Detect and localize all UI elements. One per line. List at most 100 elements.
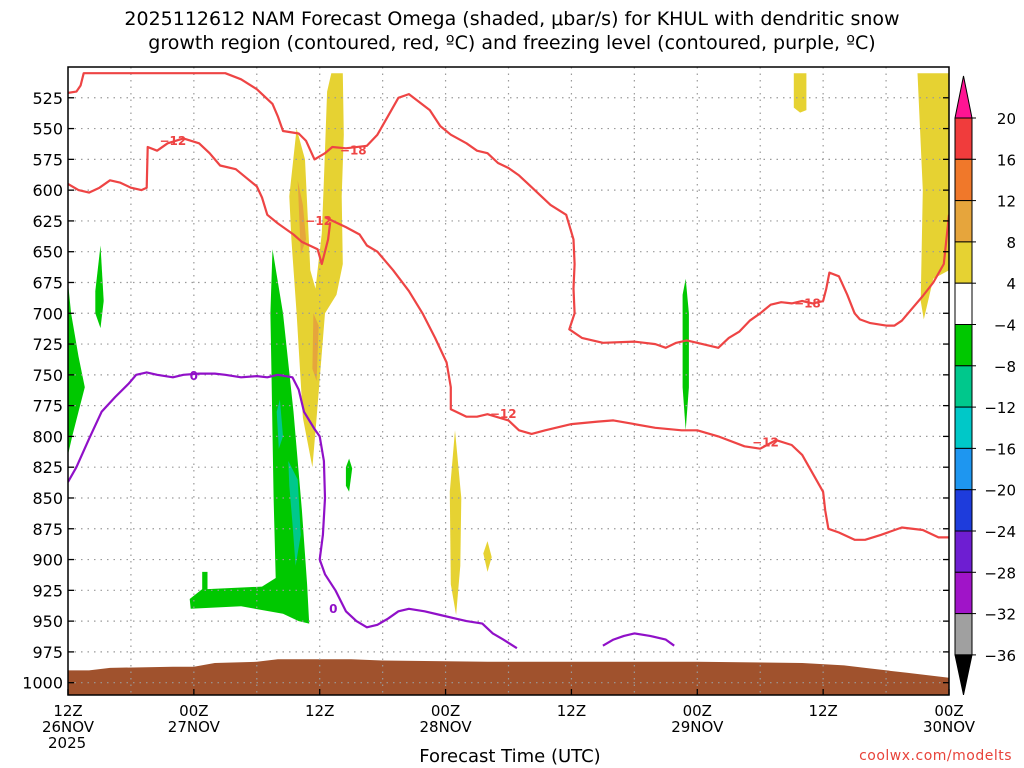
colorbar-bin-1 (954, 117, 973, 160)
contour-label-isotherm-minus-18-1: −18 (794, 296, 821, 310)
y-tick-label-750: 750 (32, 366, 63, 385)
colorbar-label-8: −16 (984, 440, 1016, 458)
contour-label-isotherm-minus-12-right-2: −12 (752, 436, 779, 450)
isotherm-minus-12-upper (68, 137, 332, 266)
y-tick-label-900: 900 (32, 551, 63, 570)
y-tick-label-625: 625 (32, 212, 63, 231)
x-tick-label-72-0: 12Z (808, 702, 837, 720)
y-tick-label-925: 925 (32, 581, 63, 600)
colorbar-bin-2 (954, 158, 973, 202)
x-tick-label-12-0: 00Z (179, 702, 208, 720)
x-tick-label-36-0: 00Z (431, 702, 460, 720)
colorbar-label-5: −4 (994, 317, 1016, 335)
grid-lines (68, 67, 949, 695)
colorbar-label-4: 4 (1006, 275, 1016, 293)
contour-label-freezing-level-0: 0 (190, 369, 198, 383)
colorbar-bin-bottom (954, 654, 973, 696)
y-tick-label-550: 550 (32, 120, 63, 139)
x-tick-label-0-1: 26NOV (42, 718, 95, 736)
y-tick-label-825: 825 (32, 458, 63, 477)
contour-labels: −12 −12 −12 −12 −18 −18 0 0 (159, 134, 820, 616)
descent-5 (917, 73, 949, 320)
freezing-level-bump (602, 632, 675, 647)
y-tick-label-575: 575 (32, 150, 63, 169)
ascent-1 (68, 282, 85, 455)
y-tick-label-775: 775 (32, 397, 63, 416)
colorbar-bin-6 (954, 324, 973, 367)
colorbar-label-13: −36 (984, 647, 1016, 665)
y-tick-label-600: 600 (32, 181, 63, 200)
x-tick-label-60-1: 29NOV (671, 718, 724, 736)
source-credit: coolwx.com/modelts (859, 748, 1012, 764)
colorbar-label-12: −32 (984, 606, 1016, 624)
colorbar-label-11: −28 (984, 564, 1016, 582)
ascent-3 (189, 249, 310, 624)
isotherm-minus-12-right (324, 216, 949, 541)
ascent-strong (288, 461, 301, 566)
colorbar-label-1: 16 (997, 151, 1016, 169)
ascent-2 (95, 245, 104, 329)
descent-1 (289, 73, 344, 468)
colorbar-bin-5 (954, 282, 973, 326)
chart-title-line-1: 2025112612 NAM Forecast Omega (shaded, μ… (124, 8, 900, 30)
colorbar-bin-4 (954, 241, 973, 284)
colorbar-bin-3 (954, 200, 973, 243)
y-tick-label-725: 725 (32, 335, 63, 354)
descent-2 (449, 430, 462, 615)
descent-6 (297, 180, 307, 255)
descent-7 (312, 313, 319, 381)
y-tick-label-700: 700 (32, 304, 63, 323)
colorbar-bin-13 (954, 613, 973, 656)
y-tick-label-525: 525 (32, 89, 63, 108)
colorbar-bin-12 (954, 571, 973, 615)
colorbar-bin-10 (954, 489, 973, 532)
x-tick-label-48-0: 12Z (557, 702, 586, 720)
ascent-strong-2 (276, 399, 283, 449)
y-tick-label-675: 675 (32, 273, 63, 292)
terrain-ground (68, 659, 949, 695)
colorbar-label-6: −8 (994, 358, 1016, 376)
x-tick-label-84-0: 00Z (934, 702, 963, 720)
descent-3 (483, 541, 492, 572)
isotherm-minus-18 (68, 72, 949, 349)
plot-frame (67, 66, 950, 696)
contour-label-isotherm-minus-18-0: −18 (340, 144, 367, 158)
chart-title-line-2: growth region (contoured, red, ºC) and f… (148, 32, 876, 54)
y-tick-label-975: 975 (32, 643, 63, 662)
x-tick-label-36-1: 28NOV (420, 718, 473, 736)
x-tick-label-84-1: 30NOV (923, 718, 976, 736)
axes-ticks: 525 550 575 600 625 650 675 700 725 750 775 800 825 8… (22, 89, 976, 752)
contour-label-freezing-level-1: 0 (329, 602, 337, 616)
colorbar-label-7: −12 (984, 399, 1016, 417)
x-tick-label-24-0: 12Z (305, 702, 334, 720)
contour-label-isotherm-minus-12-upper-0: −12 (159, 134, 186, 148)
y-tick-label-650: 650 (32, 243, 63, 262)
y-tick-label-850: 850 (32, 489, 63, 508)
x-tick-label-0-0: 12Z (53, 702, 82, 720)
terrain-fill (68, 659, 949, 695)
colorbar-bin-top (954, 75, 973, 119)
colorbar-label-0: 20 (997, 110, 1016, 128)
colorbar-bin-11 (954, 530, 973, 573)
temperature-contours (68, 72, 949, 650)
freezing-level (68, 371, 518, 650)
colorbar-label-10: −24 (984, 523, 1016, 541)
colorbar-bin-7 (954, 365, 973, 408)
contour-label-isotherm-minus-12-right-1: −12 (490, 407, 517, 421)
colorbar: 20 16 12 8 4 −4 −8 −12 −16 −20 −24 −28 −32 −36 (954, 75, 1016, 696)
colorbar-label-3: 8 (1006, 234, 1016, 252)
colorbar-label-2: 12 (997, 193, 1016, 211)
x-axis-label: Forecast Time (UTC) (419, 746, 601, 767)
omega-shaded-regions (68, 73, 949, 624)
y-tick-label-875: 875 (32, 520, 63, 539)
colorbar-bin-8 (954, 406, 973, 449)
colorbar-label-9: −20 (984, 482, 1016, 500)
x-tick-label-60-0: 00Z (683, 702, 712, 720)
y-tick-label-1000: 1000 (22, 674, 63, 693)
y-tick-label-950: 950 (32, 612, 63, 631)
contour-label-isotherm-minus-12-right-0: −12 (305, 214, 332, 228)
x-tick-label-12-1: 27NOV (168, 718, 221, 736)
ascent-4 (345, 458, 353, 492)
descent-4 (793, 73, 807, 113)
